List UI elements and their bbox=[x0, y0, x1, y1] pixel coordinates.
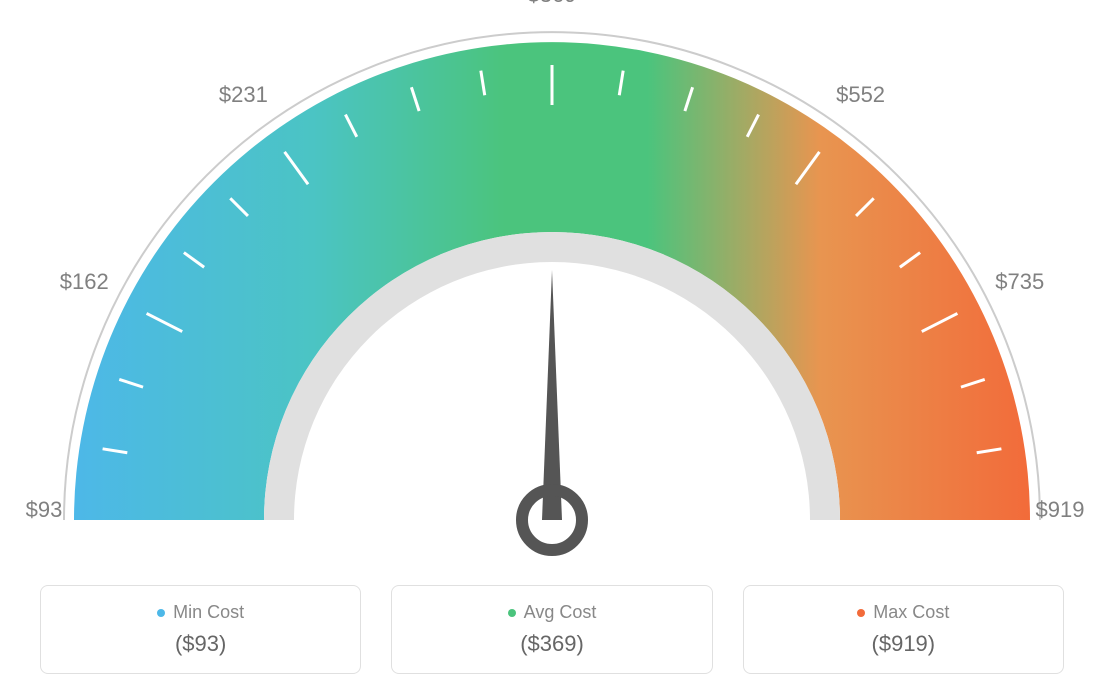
gauge-tick-label: $162 bbox=[60, 269, 109, 295]
legend-row: Min Cost ($93) Avg Cost ($369) Max Cost … bbox=[0, 585, 1104, 674]
gauge-tick-label: $369 bbox=[528, 0, 577, 8]
legend-label-row: Min Cost bbox=[61, 602, 340, 623]
legend-card-min: Min Cost ($93) bbox=[40, 585, 361, 674]
gauge-tick-label: $919 bbox=[1036, 497, 1085, 523]
gauge-svg bbox=[0, 0, 1104, 590]
legend-value-max: ($919) bbox=[764, 631, 1043, 657]
gauge-tick-label: $552 bbox=[836, 82, 885, 108]
legend-label-row: Max Cost bbox=[764, 602, 1043, 623]
cost-gauge-container: $93 $162 $231 $369 $552 $735 $919 Min Cost ($9… bbox=[0, 0, 1104, 690]
legend-value-avg: ($369) bbox=[412, 631, 691, 657]
legend-label-max: Max Cost bbox=[873, 602, 949, 623]
legend-value-min: ($93) bbox=[61, 631, 340, 657]
gauge-tick-label: $93 bbox=[26, 497, 63, 523]
legend-label-row: Avg Cost bbox=[412, 602, 691, 623]
legend-card-avg: Avg Cost ($369) bbox=[391, 585, 712, 674]
legend-dot-avg bbox=[508, 609, 516, 617]
gauge-tick-label: $231 bbox=[219, 82, 268, 108]
legend-label-avg: Avg Cost bbox=[524, 602, 597, 623]
legend-dot-max bbox=[857, 609, 865, 617]
legend-card-max: Max Cost ($919) bbox=[743, 585, 1064, 674]
gauge-area: $93 $162 $231 $369 $552 $735 $919 bbox=[0, 0, 1104, 590]
gauge-tick-label: $735 bbox=[995, 269, 1044, 295]
legend-label-min: Min Cost bbox=[173, 602, 244, 623]
legend-dot-min bbox=[157, 609, 165, 617]
